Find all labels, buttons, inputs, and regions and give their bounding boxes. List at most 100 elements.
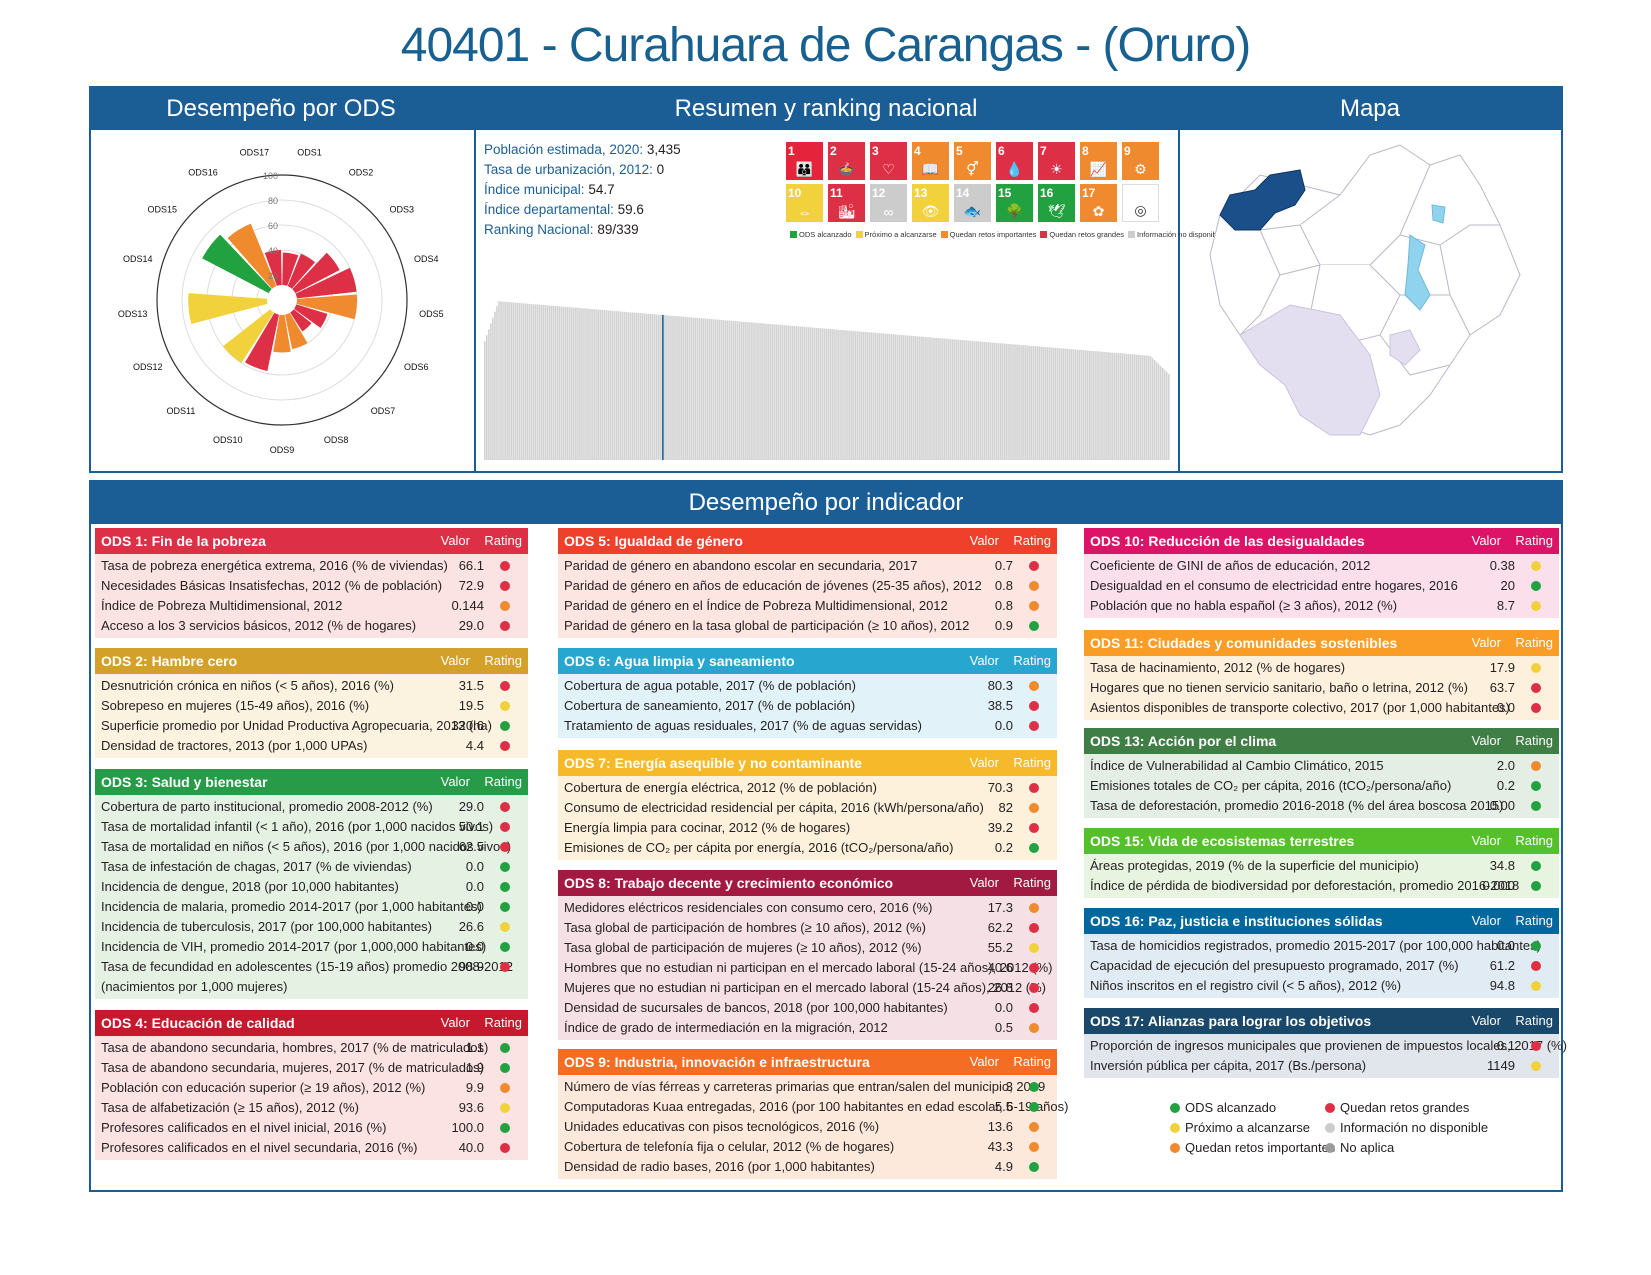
ranking-bar	[562, 306, 565, 460]
stat-value: 3,435	[646, 142, 681, 157]
indicator-row: Desnutrición crónica en niños (< 5 años)…	[95, 676, 528, 696]
ranking-bar	[680, 316, 682, 460]
ranking-bar	[781, 324, 784, 460]
ranking-bar	[767, 323, 769, 460]
ranking-bar	[688, 317, 691, 460]
indicator-row: Tasa de abandono secundaria, hombres, 20…	[95, 1038, 528, 1058]
indicator-row: Densidad de tractores, 2013 (por 1,000 U…	[95, 736, 528, 756]
ranking-bar	[807, 327, 810, 460]
rating-dot-orange	[1531, 761, 1541, 771]
indicator-label: Índice de grado de intermediación en la …	[564, 1020, 888, 1035]
ranking-bar	[921, 336, 923, 460]
polar-tick-label: 20	[268, 271, 278, 281]
sdg-tile-icon: ⚙	[1134, 161, 1147, 177]
rating-dot-yellow	[500, 701, 510, 711]
ranking-bar	[613, 310, 616, 460]
rating-dot-yellow	[1531, 663, 1541, 673]
ranking-bar	[949, 339, 952, 460]
ranking-bar	[698, 318, 701, 460]
col-label-rating: Rating	[1515, 833, 1553, 848]
boundary-line	[1239, 229, 1281, 336]
indicator-value: 0.0	[994, 718, 1013, 733]
ranking-bar	[819, 328, 822, 460]
indicator-value: 0.0	[1496, 938, 1515, 953]
ranking-bar	[710, 319, 713, 460]
ranking-bar	[801, 326, 804, 460]
legend-label: Información no disponible	[1340, 1120, 1489, 1135]
rating-dot-green	[500, 882, 510, 892]
ranking-bar	[904, 335, 907, 460]
indicator-row: Desigualdad en el consumo de electricida…	[1084, 576, 1559, 596]
divider	[474, 130, 476, 471]
indicator-value: 0.0	[465, 879, 484, 894]
ranking-bar	[601, 309, 603, 460]
ranking-bar	[623, 311, 626, 460]
lake-shape	[1431, 204, 1446, 224]
region-no-data	[1389, 329, 1421, 366]
col-label-rating: Rating	[484, 1015, 522, 1030]
ranking-bar	[554, 306, 557, 460]
indicator-row: Tasa de abandono secundaria, mujeres, 20…	[95, 1058, 528, 1078]
indicator-value: 0.0	[465, 899, 484, 914]
indicator-row: Medidores eléctricos residenciales con c…	[558, 898, 1057, 918]
legend-item: No aplica	[1325, 1140, 1394, 1155]
ranking-bar	[846, 330, 848, 460]
sdg-tile-number: 17	[1082, 186, 1096, 200]
indicator-label: (nacimientos por 1,000 mujeres)	[101, 979, 288, 994]
section-title: ODS 13: Acción por el clima	[1090, 733, 1277, 749]
ranking-bar	[496, 305, 498, 460]
ranking-bar	[890, 334, 893, 460]
stat-value: 59.6	[617, 202, 644, 217]
ranking-bar	[979, 341, 982, 460]
ranking-bar	[793, 326, 796, 460]
ranking-bar	[967, 340, 970, 460]
sdg-tile-icon: 📈	[1089, 161, 1108, 177]
indicator-row: Mujeres que no estudian ni participan en…	[558, 978, 1057, 998]
sdg-tile-7: 7 ☀	[1038, 142, 1075, 180]
section-ods13: ODS 13: Acción por el clima Valor Rating Ín…	[1084, 728, 1559, 818]
sdg-tile-icon: 🌳	[1005, 203, 1024, 219]
ranking-bar	[884, 333, 887, 460]
ranking-bar	[492, 317, 494, 460]
ranking-bar	[927, 337, 929, 460]
legend-swatch	[1040, 231, 1048, 238]
indicator-row: Tasa global de participación de hombres …	[558, 918, 1057, 938]
ranking-bar	[738, 321, 741, 460]
ranking-bar	[860, 331, 863, 460]
rating-dot-green	[1531, 941, 1541, 951]
ranking-bar	[983, 341, 986, 460]
ranking-bar	[684, 316, 686, 460]
rating-dot-orange	[1029, 581, 1039, 591]
col-label-rating: Rating	[1515, 635, 1553, 650]
ranking-bar	[660, 314, 662, 460]
ranking-bar	[973, 341, 976, 460]
indicator-label: Coeficiente de GINI de años de educación…	[1090, 558, 1371, 573]
ranking-bar	[568, 307, 571, 460]
ranking-bar	[844, 330, 846, 460]
indicator-label: Acceso a los 3 servicios básicos, 2012 (…	[101, 618, 417, 633]
ranking-bar	[670, 315, 672, 460]
indicator-label: Mujeres que no estudian ni participan en…	[564, 980, 1047, 995]
indicator-label: Población con educación superior (≥ 19 a…	[101, 1080, 426, 1095]
ranking-bar	[666, 315, 668, 460]
section-header: ODS 4: Educación de calidad Valor Rating	[95, 1010, 528, 1036]
indicator-value: 0.2	[1496, 778, 1515, 793]
ranking-bar	[700, 318, 703, 460]
sdg-tile-logo: ◎	[1122, 184, 1159, 222]
indicator-label: Tasa de abandono secundaria, mujeres, 20…	[101, 1060, 485, 1075]
indicator-row: Profesores calificados en el nivel secun…	[95, 1138, 528, 1158]
ranking-bar	[1036, 346, 1039, 460]
ranking-bar	[850, 330, 852, 460]
ranking-bar	[783, 325, 786, 460]
ranking-bar	[518, 302, 521, 460]
stat-row: Ranking Nacional: 89/339	[484, 220, 681, 240]
col-label-rating: Rating	[1515, 533, 1553, 548]
ranking-bar	[625, 311, 628, 460]
polar-tick-label: 100	[263, 171, 278, 181]
indicator-row: Número de vías férreas y carreteras prim…	[558, 1077, 1057, 1097]
indicator-label: Superficie promedio por Unidad Productiv…	[101, 718, 492, 733]
indicator-row: Tasa de alfabetización (≥ 15 años), 2012…	[95, 1098, 528, 1118]
sdg-tile-icon: 🕊	[1047, 203, 1066, 219]
indicator-value: 93.6	[458, 1100, 484, 1115]
ranking-bar	[585, 308, 587, 460]
